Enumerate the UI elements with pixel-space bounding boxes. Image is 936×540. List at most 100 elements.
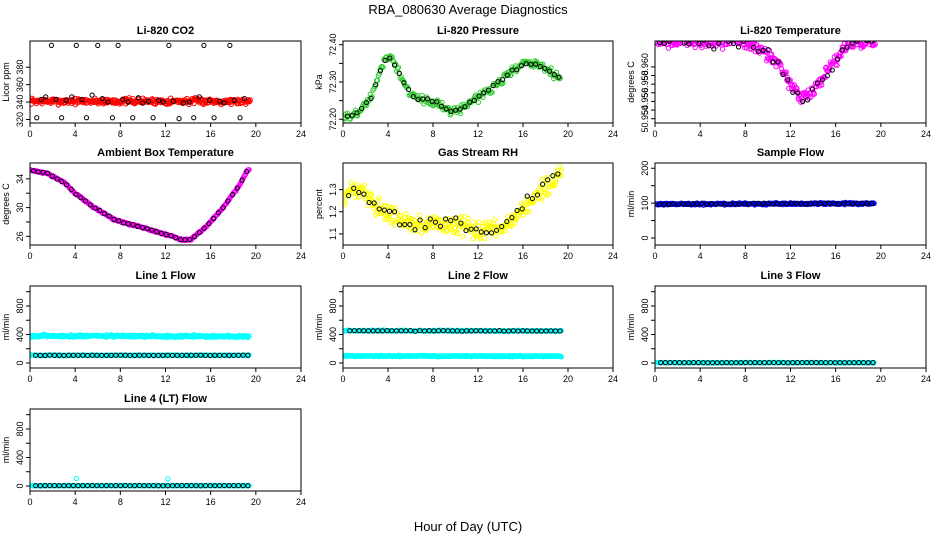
data-point (864, 41, 870, 44)
data-point (453, 107, 459, 113)
data-point (361, 191, 367, 197)
y-tick-label: 50.958 (640, 70, 650, 98)
data-point (536, 186, 543, 192)
data-point (37, 352, 43, 358)
data-point (84, 483, 91, 489)
data-point (135, 95, 141, 101)
data-point (217, 98, 223, 104)
data-point (182, 237, 188, 243)
panel-title: Line 1 Flow (136, 270, 196, 282)
data-point (694, 201, 700, 207)
data-point (168, 233, 174, 239)
data-point (824, 73, 830, 79)
data-point (699, 201, 705, 207)
data-point (842, 360, 848, 366)
data-point (404, 84, 411, 90)
data-point (485, 87, 492, 93)
data-point (187, 236, 193, 243)
data-point (551, 71, 557, 78)
data-point (239, 177, 245, 183)
data-point (245, 334, 252, 340)
x-tick-label: 12 (785, 251, 795, 261)
data-point (528, 61, 534, 67)
data-point (809, 360, 815, 366)
data-point (75, 352, 81, 358)
data-point (442, 216, 449, 222)
data-point (227, 42, 233, 48)
data-point (795, 90, 801, 96)
data-point (34, 115, 40, 121)
data-point (444, 228, 450, 234)
data-point (113, 352, 119, 358)
data-point (176, 116, 182, 122)
data-point (186, 99, 192, 105)
data-point (689, 201, 696, 207)
x-tick-label: 16 (206, 129, 216, 139)
series-raw (343, 164, 564, 242)
data-point (376, 195, 382, 201)
data-point (363, 99, 369, 106)
y-tick-label: 26 (15, 231, 25, 241)
data-point (371, 200, 377, 206)
panel-title: Line 2 Flow (448, 270, 508, 282)
x-tick-label: 4 (385, 374, 390, 384)
x-tick-label: 12 (473, 374, 483, 384)
y-tick-label: 50.954 (640, 105, 650, 133)
data-point (681, 36, 685, 40)
data-point (832, 360, 838, 366)
data-point (545, 177, 551, 183)
panel-ylabel: degrees C (626, 61, 636, 103)
data-point (364, 202, 371, 209)
data-point (240, 483, 246, 489)
data-point (73, 191, 79, 197)
data-point (42, 483, 48, 489)
data-point (834, 56, 840, 62)
plot-frame (654, 285, 927, 369)
data-point (499, 223, 505, 230)
data-point (30, 168, 36, 174)
x-tick-label: 16 (831, 129, 841, 139)
y-tick-label: 800 (15, 298, 25, 313)
data-point (403, 211, 409, 217)
data-point (701, 41, 707, 43)
data-point (83, 115, 90, 121)
y-tick-label: 1.2 (328, 205, 338, 218)
data-point (212, 352, 218, 358)
data-point (434, 99, 440, 105)
data-point (734, 36, 738, 40)
data-point (481, 90, 487, 96)
data-point (437, 223, 444, 229)
data-point (166, 42, 172, 48)
x-tick-label: 12 (473, 251, 483, 261)
data-point (523, 208, 530, 215)
data-point (37, 483, 43, 489)
data-point (429, 98, 435, 104)
data-point (120, 220, 127, 226)
data-point (804, 359, 810, 366)
data-point (760, 201, 766, 207)
data-point (156, 97, 162, 103)
panel-title: Line 4 (LT) Flow (124, 393, 207, 405)
data-point (700, 360, 706, 366)
data-point (235, 352, 242, 358)
data-point (492, 216, 498, 223)
data-point (539, 181, 546, 187)
data-point (829, 67, 835, 73)
data-point (704, 201, 710, 207)
data-point (139, 225, 146, 231)
data-point (108, 483, 114, 489)
data-point (656, 41, 659, 42)
data-point (443, 227, 450, 234)
data-point (174, 352, 180, 358)
data-point (343, 199, 346, 206)
data-point (719, 41, 722, 42)
data-point (557, 75, 563, 81)
data-point (63, 97, 69, 103)
data-point (363, 102, 370, 109)
data-point (859, 200, 865, 206)
panel-ylabel: ml/min (626, 191, 636, 218)
data-point (476, 93, 482, 99)
data-point (761, 360, 768, 366)
data-point (382, 57, 388, 64)
data-point (184, 483, 190, 489)
